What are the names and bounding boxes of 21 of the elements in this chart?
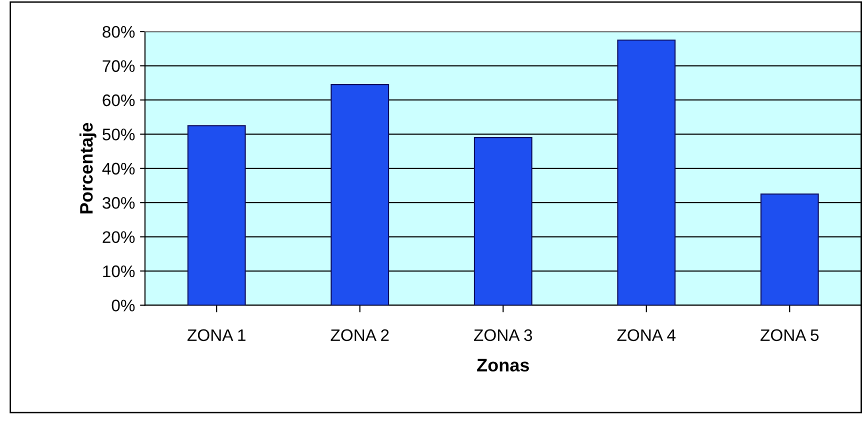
bar <box>330 84 390 306</box>
y-tick-label: 40% <box>102 162 135 175</box>
y-tick-label: 10% <box>103 265 135 278</box>
y-axis-title: Porcentaje <box>80 122 96 214</box>
bar <box>474 137 532 306</box>
bar <box>760 194 819 306</box>
y-tick-label: 60% <box>102 94 135 106</box>
y-tick-label: 80% <box>102 26 135 38</box>
x-axis-title: Zonas <box>477 358 529 372</box>
x-tick-label: ZONA 2 <box>330 329 389 342</box>
y-tick-label: 0% <box>112 300 135 312</box>
y-tick-label: 20% <box>102 231 135 244</box>
bar <box>187 125 246 306</box>
x-tick-label: ZONA 3 <box>474 329 532 342</box>
y-tick-label: 70% <box>102 60 135 72</box>
x-tick-label: ZONA 1 <box>188 329 246 342</box>
x-tick-label: ZONA 5 <box>760 329 819 342</box>
x-tick-label: ZONA 4 <box>617 329 676 342</box>
y-tick-label: 50% <box>102 128 135 140</box>
bar <box>617 40 676 306</box>
y-tick-label: 30% <box>102 197 135 209</box>
